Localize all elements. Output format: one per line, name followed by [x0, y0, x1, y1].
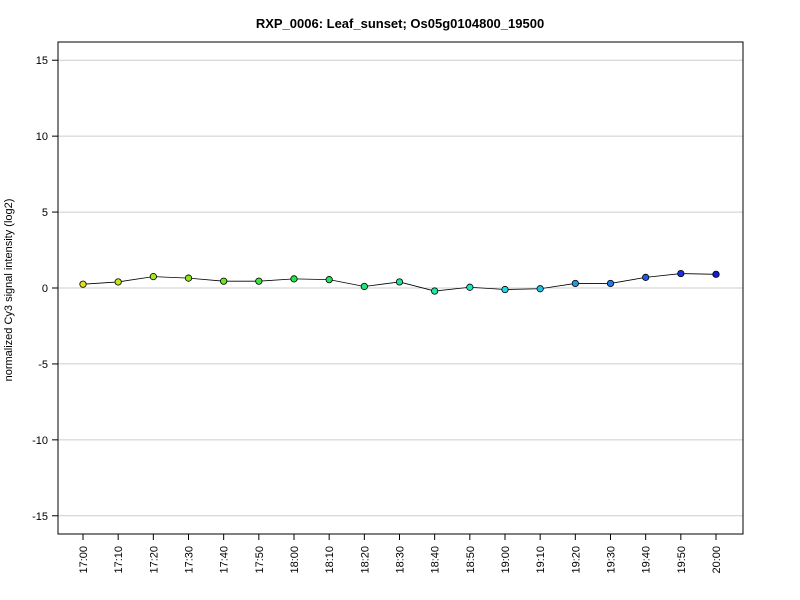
y-tick-label: 15	[36, 55, 48, 67]
x-tick-label: 19:30	[606, 546, 618, 574]
data-point	[571, 279, 579, 288]
y-axis-label: normalized Cy3 signal intensity (log2)	[3, 199, 15, 382]
y-tick-label: -5	[38, 359, 48, 371]
x-tick-label: 18:30	[395, 546, 407, 574]
x-tick-label: 20:00	[711, 546, 723, 574]
data-point	[184, 274, 193, 282]
x-tick-label: 19:10	[535, 546, 547, 574]
data-point	[114, 278, 122, 286]
data-point	[325, 276, 333, 284]
data-point	[466, 283, 474, 291]
data-point	[290, 275, 298, 283]
x-tick-label: 19:00	[500, 546, 512, 574]
y-axis: -15 -10 -5 0 5 10 15	[32, 55, 58, 523]
x-tick-label: 19:40	[641, 546, 653, 574]
x-tick-label: 18:20	[359, 546, 371, 574]
chart-title: RXP_0006: Leaf_sunset; Os05g0104800_1950…	[256, 16, 544, 31]
x-tick-label: 17:10	[113, 546, 125, 574]
data-points	[79, 269, 720, 295]
data-point	[606, 279, 615, 288]
data-point	[642, 273, 650, 281]
data-point	[431, 287, 439, 295]
x-tick-label: 17:30	[184, 546, 196, 574]
data-point	[360, 282, 368, 291]
data-point	[677, 269, 685, 278]
x-tick-label: 18:00	[289, 546, 301, 574]
data-point	[220, 277, 228, 285]
x-tick-label: 17:40	[219, 546, 231, 574]
y-tick-label: 10	[36, 131, 48, 143]
x-tick-label: 18:40	[430, 546, 442, 574]
data-point	[79, 280, 87, 288]
x-tick-label: 18:10	[324, 546, 336, 574]
data-point	[255, 277, 263, 285]
data-point	[395, 278, 404, 286]
data-point	[536, 285, 544, 293]
x-tick-label: 17:00	[78, 546, 90, 574]
x-tick-label: 19:50	[676, 546, 688, 574]
x-tick-label: 17:50	[254, 546, 266, 574]
y-tick-label: 0	[42, 283, 48, 295]
gridlines	[58, 59, 743, 517]
x-tick-label: 17:20	[148, 546, 160, 574]
y-tick-label: -10	[32, 435, 48, 447]
x-tick-label: 19:20	[570, 546, 582, 574]
data-point	[712, 270, 720, 278]
data-point	[149, 273, 157, 281]
x-tick-label: 18:50	[465, 546, 477, 574]
y-tick-label: -15	[32, 511, 48, 523]
y-tick-label: 5	[42, 207, 48, 219]
x-axis: 17:00 17:10 17:20 17:30 17:40 17:50 18:00 18:10…	[78, 533, 723, 574]
data-point	[501, 285, 509, 294]
